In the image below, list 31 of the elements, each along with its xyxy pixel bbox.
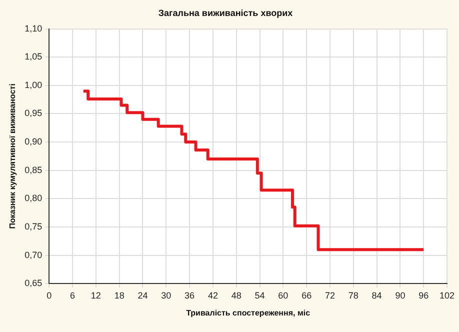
x-tick-label: 78 [348, 290, 358, 300]
y-tick-label: 0,70 [24, 250, 42, 260]
x-tick-label: 30 [161, 290, 172, 300]
x-tick-label: 72 [324, 290, 335, 300]
x-tick-label: 66 [302, 290, 312, 300]
x-tick-label: 96 [418, 290, 429, 300]
x-tick-label: 18 [114, 290, 124, 300]
y-tick-label: 0,90 [24, 136, 42, 147]
x-tick-label: 90 [395, 290, 406, 300]
y-tick-label: 1,00 [24, 80, 42, 90]
x-tick-label: 6 [70, 290, 76, 300]
y-axis-title: Показник кумулятивної виживаності [8, 84, 18, 229]
y-tick-label: 0,75 [24, 221, 42, 232]
y-tick-label: 0,95 [24, 108, 42, 118]
x-tick-label: 54 [254, 290, 265, 300]
y-tick-label: 0,80 [24, 193, 42, 204]
x-tick-label: 48 [231, 290, 242, 300]
x-tick-label: 84 [372, 290, 382, 300]
x-tick-label: 60 [278, 290, 288, 300]
y-tick-label: 1,10 [24, 23, 42, 34]
x-tick-label: 24 [138, 290, 148, 300]
y-tick-label: 0,85 [24, 164, 42, 175]
y-tick-label: 1,05 [24, 52, 42, 62]
x-tick-label: 102 [439, 290, 455, 300]
x-axis-title: Тривалість спостереження, міс [186, 308, 311, 318]
x-tick-label: 12 [90, 290, 101, 300]
x-tick-label: 0 [46, 290, 52, 300]
x-tick-label: 36 [184, 290, 195, 300]
chart-title: Загальна виживаність хворих [158, 8, 293, 18]
y-tick-label: 0,65 [24, 278, 42, 288]
x-tick-label: 42 [208, 290, 218, 300]
